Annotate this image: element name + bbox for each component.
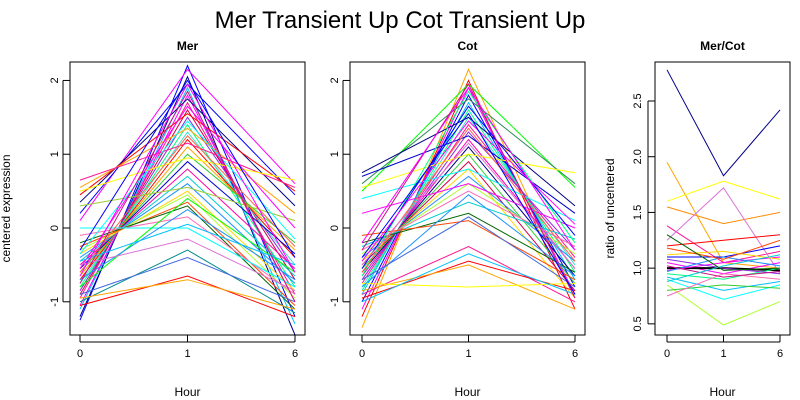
chart-mer-cot-series-line	[666, 234, 781, 271]
chart-mer-x-tick-label: 1	[184, 348, 190, 360]
chart-mer-cot-y-tick-label: 2.0	[632, 149, 644, 164]
chart-mer-cot-series-line	[666, 258, 781, 275]
chart-mer-cot-y-axis-label: ratio of uncentered	[603, 158, 617, 258]
chart-mer-cot-series-line	[666, 265, 781, 278]
chart-cot-x-tick-label: 6	[572, 348, 578, 360]
chart-cot-x-tick-label: 0	[359, 348, 365, 360]
chart-cot-y-tick-label: 2	[329, 77, 341, 83]
chart-mer-cot-series-line	[666, 187, 781, 274]
chart-cot-series-line	[361, 98, 576, 185]
chart-mer-series-line	[79, 75, 296, 336]
chart-mer-y-tick-label: -1	[49, 297, 61, 307]
chart-mer-cot-series-line	[666, 239, 781, 260]
chart-cot-series-line	[361, 112, 576, 295]
chart-mer-series-line	[79, 98, 296, 207]
chart-mer-series-line	[79, 197, 296, 288]
chart-cot-plot-frame	[349, 61, 586, 336]
chart-mer-series-line	[80, 227, 296, 288]
chart-mer-x-axis-label: Hour	[174, 385, 200, 399]
chart-mer-series-line	[79, 223, 296, 266]
chart-mer-y-tick-label: 0	[49, 225, 61, 231]
chart-cot-series-line	[361, 68, 576, 328]
chart-cot-title: Cot	[458, 39, 478, 53]
chart-cot-x-tick-label: 1	[465, 348, 471, 360]
chart-cot-series-line	[361, 282, 576, 288]
chart-mer-y-tick-label: 2	[49, 77, 61, 83]
chart-cot-series-line	[361, 220, 576, 281]
chart-mer-cot-series-line	[666, 273, 781, 297]
chart-cot-series-line	[361, 245, 576, 303]
chart-mer-series-line	[79, 279, 296, 310]
chart-cot-series-line	[361, 146, 576, 277]
chart-mer-cot-series-line	[666, 162, 781, 269]
chart-cot-series-line	[361, 216, 576, 288]
chart-cot-series-line	[361, 116, 576, 207]
chart-panel-cot: Cot 0 1 6 -1 0 1 2 Hour	[329, 39, 586, 399]
chart-cot-y-tick-label: 1	[329, 151, 341, 157]
chart-cot-series-line	[361, 253, 576, 303]
chart-cot-x-axis-label: Hour	[454, 385, 480, 399]
chart-mer-cot-series-line	[666, 276, 781, 291]
chart-mer-cot-y-tick-label: 1.0	[632, 260, 644, 275]
chart-mer-cot-series-line	[666, 254, 781, 282]
chart-cot-series-line	[361, 79, 576, 317]
chart-cot-y-tick-label: -1	[329, 297, 341, 307]
chart-cot-series-line	[361, 153, 576, 188]
figure-title: Mer Transient Up Cot Transient Up	[215, 7, 586, 34]
chart-mer-cot-series-line	[666, 278, 781, 300]
chart-mer-series-line	[79, 90, 296, 303]
chart-cot-series-line	[361, 194, 576, 288]
chart-cot-series-line	[361, 83, 576, 299]
chart-mer-series-line	[79, 201, 296, 306]
chart-mer-cot-x-tick-label: 6	[777, 348, 783, 360]
chart-mer-title: Mer	[177, 39, 199, 53]
chart-mer-cot-y-tick-label: 2.5	[632, 93, 644, 108]
chart-mer-cot-series-line	[666, 256, 781, 272]
chart-mer-x-tick-label: 0	[77, 348, 83, 360]
chart-cot-series-line	[361, 120, 576, 262]
chart-cot-series-line	[361, 83, 576, 192]
chart-cot-series-line	[361, 168, 576, 222]
chart-mer-series-line	[79, 256, 296, 303]
chart-mer-series-line	[79, 64, 296, 321]
chart-mer-cot-y-tick-label: 0.5	[632, 316, 644, 331]
chart-cot-series-line	[361, 212, 576, 273]
chart-mer-cot-series-line	[666, 250, 781, 260]
chart-cot-series-line	[361, 86, 576, 251]
chart-cot-series-line	[361, 138, 576, 277]
chart-mer-x-tick-label: 6	[292, 348, 298, 360]
chart-mer-y-axis-label: centered expression	[0, 154, 13, 262]
chart-panel-mer: Mer 0 1 6 -1 0 1 2 Hour centered expression	[0, 39, 306, 399]
chart-mer-series-line	[79, 105, 296, 269]
chart-cot-series-line	[361, 135, 576, 214]
chart-mer-series-line	[79, 83, 296, 277]
chart-mer-series-line	[79, 157, 296, 192]
chart-mer-cot-y-tick-label: 1.5	[632, 205, 644, 220]
chart-mer-cot-series-line	[666, 69, 781, 177]
chart-mer-series-line	[79, 190, 296, 292]
chart-mer-cot-series-line	[666, 284, 781, 326]
chart-mer-cot-series-line	[666, 206, 781, 225]
chart-mer-cot-plot-frame	[654, 61, 791, 336]
chart-panel-mer-cot: Mer/Cot 0 1 6 0.5 1.0 1.5 2.0 2.5 Hour ratio of un…	[603, 39, 791, 399]
chart-mer-cot-x-tick-label: 0	[664, 348, 670, 360]
chart-cot-series-line	[361, 264, 576, 310]
chart-mer-cot-title: Mer/Cot	[700, 39, 745, 53]
chart-mer-series-line	[79, 216, 296, 295]
chart-mer-cot-series-line	[666, 180, 781, 202]
chart-mer-cot-x-axis-label: Hour	[709, 385, 735, 399]
chart-mer-series-line	[79, 238, 296, 292]
chart-mer-cot-series-line	[666, 234, 781, 247]
chart-mer-cot-x-tick-label: 1	[720, 348, 726, 360]
chart-cot-y-tick-label: 0	[329, 225, 341, 231]
chart-mer-series-line	[79, 120, 296, 255]
chart-cot-series-line	[361, 94, 576, 303]
chart-mer-series-line	[79, 249, 296, 314]
chart-cot-series-line	[361, 183, 576, 229]
chart-mer-series-line	[79, 79, 296, 258]
chart-mer-series-line	[79, 205, 296, 310]
chart-mer-y-tick-label: 1	[49, 151, 61, 157]
chart-mer-series-line	[79, 275, 296, 318]
